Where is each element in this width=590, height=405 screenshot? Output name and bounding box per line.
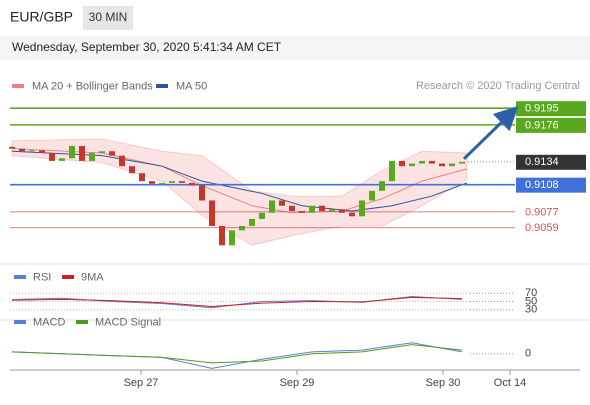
- legend-label: 9MA: [81, 271, 104, 283]
- legend-label: MA 20 + Bollinger Bands: [32, 80, 153, 92]
- candle-body: [189, 182, 195, 186]
- moving-average: [11, 150, 468, 212]
- legend-label: MA 50: [176, 80, 207, 92]
- candle-body: [349, 212, 355, 217]
- candle-body: [449, 163, 455, 167]
- legend-label: RSI: [33, 271, 51, 283]
- candle-body: [149, 181, 155, 184]
- candle-body: [239, 225, 245, 231]
- candle-body: [59, 158, 65, 161]
- candle-body: [329, 209, 335, 212]
- level-label-box: [516, 117, 586, 133]
- candle-body: [369, 190, 375, 201]
- candle-body: [79, 145, 85, 161]
- candle-body: [249, 218, 255, 226]
- candle-body: [49, 153, 55, 161]
- level-label: 0.9077: [525, 206, 559, 218]
- legend-swatch: [12, 84, 24, 88]
- timeframe-box[interactable]: [83, 6, 133, 30]
- legend-label: MACD Signal: [95, 316, 161, 328]
- level-label: 0.9134: [525, 156, 559, 168]
- level-label: 0.9195: [525, 103, 559, 115]
- indicator-line: [11, 296, 463, 307]
- candle-body: [119, 155, 125, 167]
- candle-body: [359, 200, 365, 217]
- candle-body: [99, 151, 105, 154]
- candle-body: [199, 185, 205, 201]
- x-tick-label: Sep 29: [280, 377, 315, 389]
- candle-body: [309, 205, 315, 213]
- candle-body: [279, 200, 285, 206]
- candle-body: [389, 160, 395, 182]
- candle-body: [289, 205, 295, 212]
- level-label-box: [516, 177, 586, 193]
- level-label-box: [516, 101, 586, 117]
- candle-body: [229, 230, 235, 246]
- candle-body: [269, 200, 275, 213]
- level-label: 0.9176: [525, 119, 559, 131]
- candle-body: [169, 181, 175, 183]
- timeframe[interactable]: 30 MIN: [89, 10, 128, 24]
- candle-body: [139, 173, 145, 182]
- legend-swatch: [156, 84, 168, 88]
- y-tick-label: 0: [525, 348, 531, 360]
- candle-body: [89, 153, 95, 161]
- legend-swatch: [62, 275, 74, 279]
- candle-body: [259, 212, 265, 219]
- level-label: 0.9108: [525, 179, 559, 191]
- candle-body: [299, 211, 305, 213]
- legend-swatch: [14, 320, 26, 324]
- y-tick-label: 30: [525, 304, 537, 316]
- candle-body: [69, 145, 75, 159]
- target-arrow: [462, 105, 519, 160]
- candle-body: [379, 181, 385, 191]
- level-label-box: [516, 154, 586, 170]
- legend-swatch: [14, 275, 26, 279]
- candle-body: [29, 150, 35, 152]
- candle-body: [219, 225, 225, 246]
- symbol: EUR/GBP: [10, 9, 73, 25]
- indicator-line: [11, 344, 463, 364]
- candle-body: [209, 200, 215, 226]
- candle-body: [409, 163, 415, 167]
- candle-body: [9, 146, 15, 149]
- candle-body: [179, 181, 185, 183]
- candle-body: [319, 205, 325, 212]
- candle-body: [399, 160, 405, 167]
- candle-body: [339, 209, 345, 213]
- level-label: 0.9059: [525, 222, 559, 234]
- candle-body: [109, 151, 115, 156]
- candle-body: [439, 163, 445, 167]
- bollinger-band: [11, 138, 468, 246]
- x-tick-label: Sep 27: [124, 377, 159, 389]
- candle-body: [39, 150, 45, 154]
- y-tick-label: 70: [525, 287, 537, 299]
- credit: Research © 2020 Trading Central: [416, 80, 580, 92]
- candle-body: [159, 182, 165, 184]
- candle-body: [429, 160, 435, 164]
- legend-swatch: [76, 320, 88, 324]
- candle-body: [129, 166, 135, 174]
- datetime: Wednesday, September 30, 2020 5:41:34 AM…: [12, 40, 282, 54]
- legend-label: MACD: [33, 316, 65, 328]
- date-bar: [0, 36, 590, 60]
- candle-body: [459, 161, 465, 164]
- x-tick-label: Sep 30: [426, 377, 461, 389]
- y-tick-label: 50: [525, 295, 537, 307]
- candle-body: [419, 160, 425, 164]
- candle-body: [19, 148, 25, 152]
- x-tick-label: Oct 14: [494, 377, 526, 389]
